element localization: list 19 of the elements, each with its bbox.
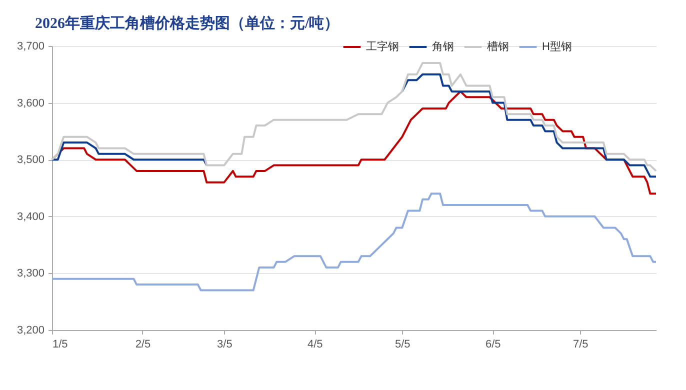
x-tick-label: 2/5 [135, 338, 151, 350]
legend-label: 工字钢 [366, 40, 399, 53]
x-tick-label: 7/5 [572, 338, 588, 350]
line-series [51, 192, 657, 292]
legend-label: H型钢 [542, 41, 572, 53]
y-tick-label: 3,400 [16, 210, 44, 223]
y-tick-label: 3,200 [16, 324, 44, 336]
x-tick-label: 1/5 [52, 338, 68, 350]
x-tick-label: 5/5 [394, 338, 410, 350]
x-tick-label: 4/5 [307, 338, 323, 350]
x-tick-label: 3/5 [217, 338, 232, 350]
y-tick-label: 3,700 [16, 40, 44, 52]
y-tick-label: 3,300 [16, 268, 44, 280]
y-tick-label: 3,600 [16, 97, 44, 110]
legend-label: 角钢 [432, 41, 454, 53]
x-tick-label: 6/5 [485, 338, 501, 350]
legend-label: 槽钢 [487, 41, 509, 53]
chart-title: 2026年重庆工角槽价格走势图（单位：元/吨） [35, 14, 340, 32]
y-tick-label: 3,500 [16, 154, 44, 166]
